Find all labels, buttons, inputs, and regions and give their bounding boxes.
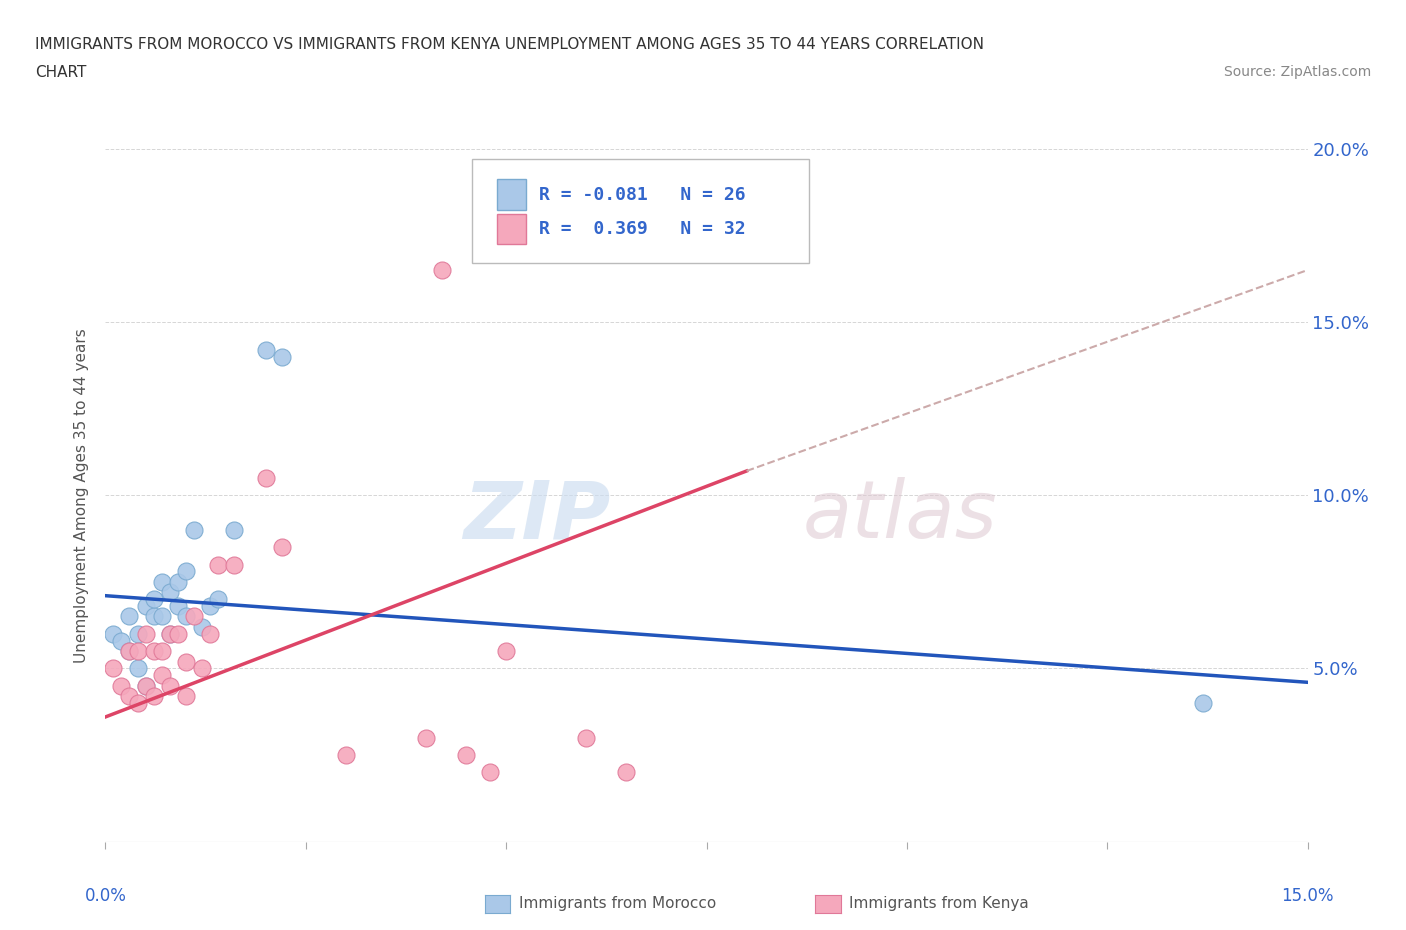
Point xyxy=(174,689,197,704)
Point xyxy=(207,591,229,606)
Text: Immigrants from Kenya: Immigrants from Kenya xyxy=(849,897,1029,911)
Point xyxy=(166,627,188,642)
Point xyxy=(118,644,141,658)
Point xyxy=(150,668,173,683)
Text: R =  0.369   N = 32: R = 0.369 N = 32 xyxy=(540,220,747,238)
Point xyxy=(270,539,292,554)
Point xyxy=(135,678,157,693)
Point xyxy=(135,599,157,614)
Point xyxy=(479,764,502,779)
Point xyxy=(150,609,173,624)
Point xyxy=(159,627,181,642)
Point xyxy=(110,678,132,693)
Point xyxy=(135,627,157,642)
Point xyxy=(174,564,197,578)
Point xyxy=(495,644,517,658)
Point xyxy=(142,689,165,704)
Point xyxy=(150,644,173,658)
Point xyxy=(222,523,245,538)
Point xyxy=(454,748,477,763)
Point xyxy=(127,696,149,711)
Point xyxy=(174,654,197,669)
Point xyxy=(118,644,141,658)
Point xyxy=(198,627,221,642)
Point xyxy=(127,644,149,658)
Text: R = -0.081   N = 26: R = -0.081 N = 26 xyxy=(540,185,747,204)
Point xyxy=(270,350,292,365)
Y-axis label: Unemployment Among Ages 35 to 44 years: Unemployment Among Ages 35 to 44 years xyxy=(75,328,90,662)
Point xyxy=(110,633,132,648)
Point xyxy=(183,523,205,538)
Point xyxy=(150,575,173,590)
Text: Source: ZipAtlas.com: Source: ZipAtlas.com xyxy=(1223,65,1371,79)
Text: ZIP: ZIP xyxy=(463,477,610,555)
Point xyxy=(254,342,277,357)
Point xyxy=(198,599,221,614)
Point xyxy=(118,609,141,624)
Text: Immigrants from Morocco: Immigrants from Morocco xyxy=(519,897,716,911)
Point xyxy=(127,627,149,642)
Point xyxy=(135,678,157,693)
Text: atlas: atlas xyxy=(803,477,997,555)
Text: 15.0%: 15.0% xyxy=(1281,886,1334,905)
FancyBboxPatch shape xyxy=(498,179,526,210)
Point xyxy=(166,575,188,590)
FancyBboxPatch shape xyxy=(498,214,526,245)
Point xyxy=(127,661,149,676)
Point xyxy=(222,557,245,572)
Text: CHART: CHART xyxy=(35,65,87,80)
Point xyxy=(1192,696,1215,711)
Point xyxy=(142,644,165,658)
Point xyxy=(430,262,453,277)
Point xyxy=(159,585,181,600)
Point xyxy=(335,748,357,763)
Text: 0.0%: 0.0% xyxy=(84,886,127,905)
FancyBboxPatch shape xyxy=(472,159,808,263)
Point xyxy=(142,591,165,606)
Point xyxy=(103,661,125,676)
Point xyxy=(415,730,437,745)
Point xyxy=(616,764,638,779)
Point xyxy=(159,678,181,693)
Point xyxy=(254,471,277,485)
Point xyxy=(575,730,598,745)
Point xyxy=(207,557,229,572)
Point xyxy=(159,627,181,642)
Point xyxy=(103,627,125,642)
Point xyxy=(190,661,212,676)
Point xyxy=(183,609,205,624)
Point xyxy=(174,609,197,624)
Text: IMMIGRANTS FROM MOROCCO VS IMMIGRANTS FROM KENYA UNEMPLOYMENT AMONG AGES 35 TO 4: IMMIGRANTS FROM MOROCCO VS IMMIGRANTS FR… xyxy=(35,37,984,52)
Point xyxy=(142,609,165,624)
Point xyxy=(166,599,188,614)
Point xyxy=(190,619,212,634)
Point xyxy=(118,689,141,704)
